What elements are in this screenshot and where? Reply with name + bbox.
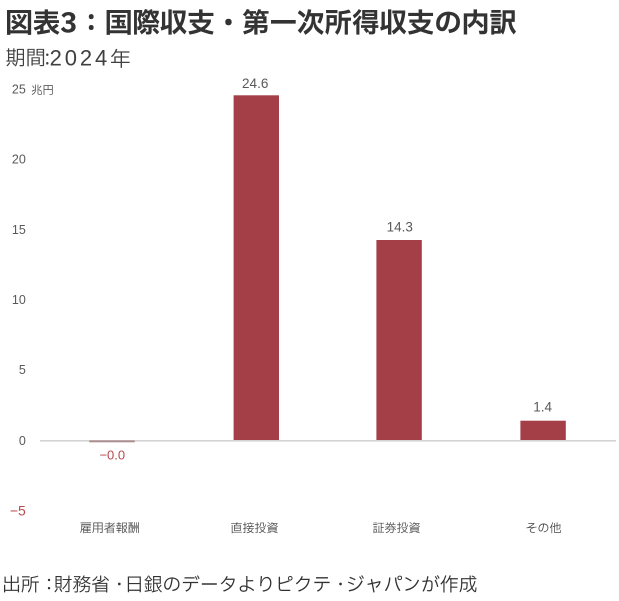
svg-text:2024: 2024: [50, 46, 111, 71]
svg-text:10: 10: [12, 293, 26, 307]
svg-text:20: 20: [12, 152, 26, 166]
svg-text:25: 25: [12, 83, 26, 97]
svg-text:15: 15: [12, 223, 26, 237]
svg-text:24.6: 24.6: [242, 76, 268, 91]
svg-text:1.4: 1.4: [533, 400, 552, 415]
svg-text:0: 0: [19, 434, 26, 448]
svg-text:−5: −5: [10, 503, 26, 519]
svg-text:14.3: 14.3: [387, 219, 413, 234]
svg-text:−0.0: −0.0: [99, 448, 125, 463]
svg-text:5: 5: [19, 363, 26, 377]
